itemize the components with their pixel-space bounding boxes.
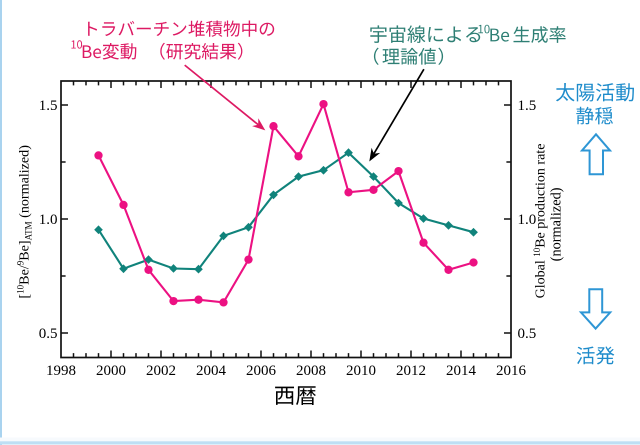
svg-text:2012: 2012 <box>396 363 426 379</box>
svg-text:1.0: 1.0 <box>39 212 58 228</box>
svg-text:0.5: 0.5 <box>39 326 58 342</box>
svg-text:2006: 2006 <box>246 363 277 379</box>
svg-text:[10Be/9Be]ATM (normalized): [10Be/9Be]ATM (normalized) <box>16 145 34 299</box>
svg-text:2010: 2010 <box>346 363 376 379</box>
svg-text:2000: 2000 <box>96 363 126 379</box>
svg-text:1.0: 1.0 <box>518 212 537 228</box>
svg-text:(normalized): (normalized) <box>548 187 564 261</box>
svg-text:0.5: 0.5 <box>518 326 537 342</box>
svg-text:2008: 2008 <box>296 363 326 379</box>
svg-text:2002: 2002 <box>146 363 176 379</box>
svg-text:Global 10Be production rate: Global 10Be production rate <box>532 144 549 299</box>
svg-text:2016: 2016 <box>496 363 527 379</box>
svg-text:2014: 2014 <box>446 363 477 379</box>
svg-text:1.5: 1.5 <box>518 98 537 114</box>
svg-text:2004: 2004 <box>196 363 227 379</box>
svg-text:1.5: 1.5 <box>39 98 58 114</box>
svg-text:1998: 1998 <box>46 363 76 379</box>
